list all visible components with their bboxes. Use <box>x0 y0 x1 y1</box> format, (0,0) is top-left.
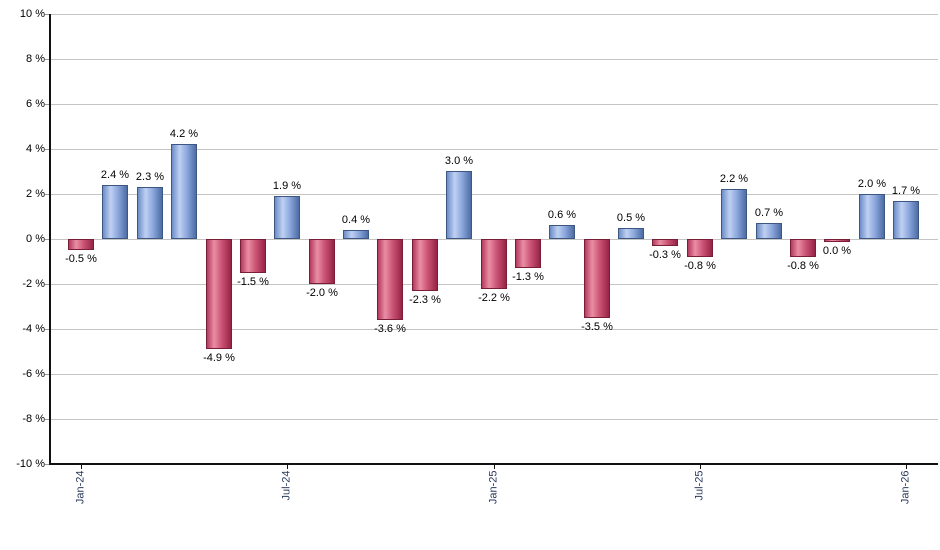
bar-Aug-25 <box>721 189 747 239</box>
bar-value-label-May-24: -4.9 % <box>203 352 235 364</box>
bar-value-label-Feb-25: -1.3 % <box>512 271 544 283</box>
bar-Mar-25 <box>549 225 575 239</box>
x-axis-tick <box>494 464 495 469</box>
y-axis-label: -2 % <box>22 278 45 290</box>
bar-Mar-24 <box>137 187 163 239</box>
gridline <box>50 14 938 15</box>
bar-Jan-26 <box>893 201 919 239</box>
bar-Oct-25 <box>790 239 816 257</box>
bar-value-label-Feb-24: 2.4 % <box>100 169 130 181</box>
y-axis-tick <box>45 329 50 330</box>
gridline <box>50 419 938 420</box>
y-axis-label: 10 % <box>19 8 45 20</box>
y-axis-tick <box>45 419 50 420</box>
bar-Jul-24 <box>274 196 300 239</box>
y-axis-tick <box>45 284 50 285</box>
bar-Aug-24 <box>309 239 335 284</box>
y-axis-tick <box>45 149 50 150</box>
bar-Jul-25 <box>687 239 713 257</box>
bar-value-label-Nov-24: -2.3 % <box>409 294 441 306</box>
bar-value-label-Apr-25: -3.5 % <box>581 321 613 333</box>
y-axis-label: 2 % <box>26 188 45 200</box>
bar-Nov-24 <box>412 239 438 291</box>
bar-value-label-Oct-25: -0.8 % <box>787 260 819 272</box>
gridline <box>50 59 938 60</box>
bar-Nov-25 <box>824 239 850 242</box>
x-axis-tick <box>700 464 701 469</box>
bar-Sep-25 <box>756 223 782 239</box>
bar-value-label-Jan-24: -0.5 % <box>65 253 97 265</box>
bar-value-label-Apr-24: 4.2 % <box>169 128 199 140</box>
bar-value-label-Aug-24: -2.0 % <box>306 287 338 299</box>
y-axis-label: -8 % <box>22 413 45 425</box>
bar-Feb-24 <box>102 185 128 239</box>
bar-value-label-Mar-24: 2.3 % <box>135 171 165 183</box>
bar-Apr-24 <box>171 144 197 239</box>
x-axis-tick <box>906 464 907 469</box>
gridline <box>50 374 938 375</box>
bar-value-label-Nov-25: 0.0 % <box>822 245 852 257</box>
y-axis-tick <box>45 239 50 240</box>
gridline <box>50 104 938 105</box>
bar-value-label-Oct-24: -3.6 % <box>374 323 406 335</box>
y-axis-label: 4 % <box>26 143 45 155</box>
y-axis-tick <box>45 14 50 15</box>
bar-value-label-Jun-24: -1.5 % <box>237 276 269 288</box>
bar-value-label-May-25: 0.5 % <box>616 212 646 224</box>
y-axis-label: -10 % <box>16 458 45 470</box>
bar-May-24 <box>206 239 232 349</box>
x-axis-label: Jan-26 <box>899 470 912 505</box>
bar-Jun-24 <box>240 239 266 273</box>
gridline <box>50 149 938 150</box>
bar-Jun-25 <box>652 239 678 246</box>
bar-value-label-Dec-25: 2.0 % <box>857 178 887 190</box>
x-axis-label: Jul-24 <box>280 470 293 501</box>
bar-value-label-Aug-25: 2.2 % <box>719 173 749 185</box>
bar-Apr-25 <box>584 239 610 318</box>
bar-value-label-Sep-24: 0.4 % <box>341 214 371 226</box>
bar-Jan-25 <box>481 239 507 289</box>
gridline <box>50 194 938 195</box>
bar-May-25 <box>618 228 644 239</box>
bar-value-label-Mar-25: 0.6 % <box>547 209 577 221</box>
bar-Jan-24 <box>68 239 94 250</box>
y-axis-label: -4 % <box>22 323 45 335</box>
bar-value-label-Jan-26: 1.7 % <box>891 185 921 197</box>
bar-Sep-24 <box>343 230 369 239</box>
x-axis-line <box>49 463 938 465</box>
bar-Oct-24 <box>377 239 403 320</box>
y-axis-label: 0 % <box>26 233 45 245</box>
y-axis-tick <box>45 104 50 105</box>
x-axis-label: Jul-25 <box>693 470 706 501</box>
bar-value-label-Jan-25: -2.2 % <box>478 292 510 304</box>
bar-Dec-25 <box>859 194 885 239</box>
bar-Feb-25 <box>515 239 541 268</box>
y-axis-label: -6 % <box>22 368 45 380</box>
x-axis-label: Jan-24 <box>74 470 87 505</box>
y-axis-line <box>49 14 51 465</box>
x-axis-tick <box>287 464 288 469</box>
bar-value-label-Jun-25: -0.3 % <box>649 249 681 261</box>
bar-value-label-Jul-25: -0.8 % <box>684 260 716 272</box>
y-axis-label: 6 % <box>26 98 45 110</box>
bar-value-label-Dec-24: 3.0 % <box>444 155 474 167</box>
y-axis-tick <box>45 194 50 195</box>
bar-value-label-Sep-25: 0.7 % <box>754 207 784 219</box>
gridline <box>50 329 938 330</box>
x-axis-tick <box>81 464 82 469</box>
bar-value-label-Jul-24: 1.9 % <box>272 180 302 192</box>
y-axis-label: 8 % <box>26 53 45 65</box>
y-axis-tick <box>45 59 50 60</box>
x-axis-label: Jan-25 <box>487 470 500 505</box>
y-axis-tick <box>45 374 50 375</box>
y-axis-tick <box>45 464 50 465</box>
bar-Dec-24 <box>446 171 472 239</box>
